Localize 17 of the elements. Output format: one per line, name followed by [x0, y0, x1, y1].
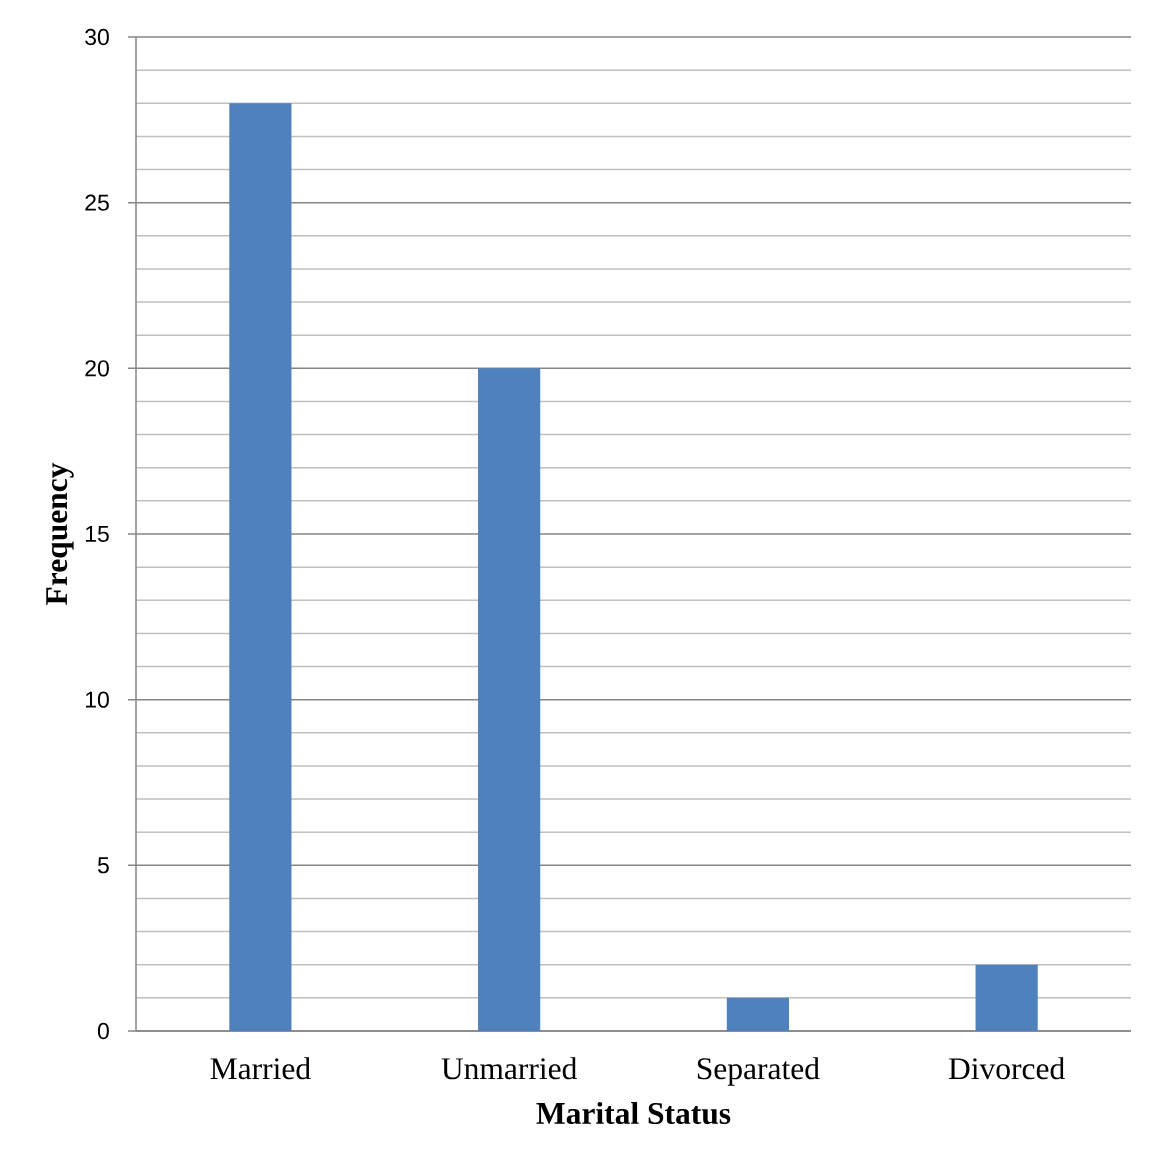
- x-tick-label: Married: [210, 1057, 311, 1080]
- y-axis-title: Frequency: [46, 462, 74, 605]
- x-tick-label: Divorced: [948, 1057, 1065, 1080]
- y-tick-label: 10: [85, 691, 109, 708]
- y-tick-label: 15: [85, 525, 109, 543]
- bar: [478, 368, 541, 1031]
- y-tick-label: 25: [85, 194, 109, 211]
- y-tick-label: 5: [97, 857, 109, 874]
- x-tick-label: Unmarried: [441, 1057, 577, 1080]
- x-axis-title: Marital Status: [536, 1101, 731, 1125]
- y-tick-label: 30: [85, 28, 109, 46]
- bar: [229, 103, 292, 1031]
- bar: [726, 997, 789, 1031]
- bar: [975, 964, 1038, 1031]
- x-tick-label: Separated: [697, 1057, 820, 1086]
- y-tick-label: 0: [97, 1022, 109, 1040]
- y-tick-label: 20: [85, 360, 109, 377]
